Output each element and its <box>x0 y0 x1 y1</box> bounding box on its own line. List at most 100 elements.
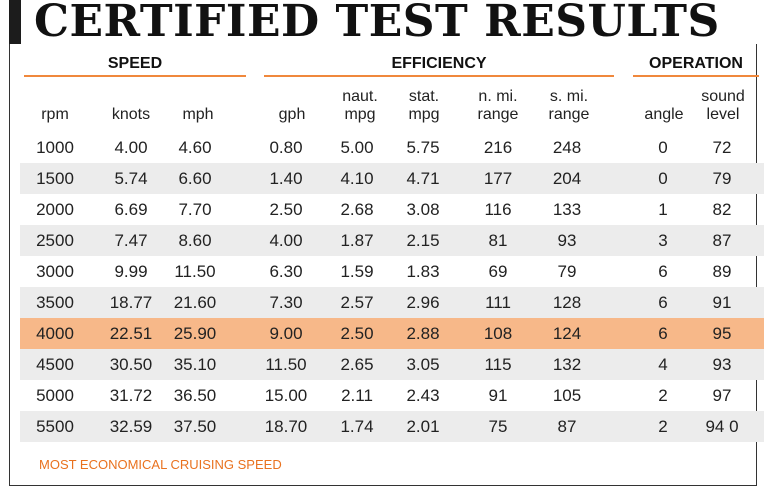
cell-knots: 18.77 <box>109 293 153 312</box>
cell-angle: 4 <box>658 355 668 374</box>
cell-stat-mpg: 3.05 <box>406 355 440 374</box>
cell-gph: 0.80 <box>269 138 303 157</box>
cell-knots: 7.47 <box>114 231 148 250</box>
cell-smi-range: 248 <box>552 138 582 157</box>
cell-knots: 5.74 <box>114 169 148 188</box>
table-row: 1000 4.00 4.60 0.80 5.00 5.75 216 248 0 72 <box>20 132 764 163</box>
cell-gph: 15.00 <box>264 386 308 405</box>
table-row-highlighted: 4000 22.51 25.90 9.00 2.50 2.88 108 124 6 95 <box>20 318 764 349</box>
cell-nmi-range: 69 <box>488 262 508 281</box>
group-operation-underline <box>633 75 759 77</box>
cell-mph: 36.50 <box>173 386 217 405</box>
cell-naut-mpg: 5.00 <box>340 138 374 157</box>
cell-mph: 4.60 <box>178 138 212 157</box>
cell-mph: 6.60 <box>178 169 212 188</box>
cell-naut-mpg: 4.10 <box>340 169 374 188</box>
cell-mph: 7.70 <box>178 200 212 219</box>
col-header-sound-level: sound level <box>701 88 745 123</box>
cell-smi-range: 105 <box>552 386 582 405</box>
col-header-naut-mpg: naut. mpg <box>342 88 378 123</box>
cell-gph: 6.30 <box>269 262 303 281</box>
cell-stat-mpg: 3.08 <box>406 200 440 219</box>
cell-naut-mpg: 2.57 <box>340 293 374 312</box>
cell-knots: 31.72 <box>109 386 153 405</box>
cell-knots: 22.51 <box>109 324 153 343</box>
cell-nmi-range: 81 <box>488 231 508 250</box>
cell-gph: 1.40 <box>269 169 303 188</box>
group-efficiency-underline <box>264 75 614 77</box>
col-header-nmi-range: n. mi. range <box>477 88 519 123</box>
cell-mph: 25.90 <box>173 324 217 343</box>
cell-knots: 9.99 <box>114 262 148 281</box>
cell-sound-level: 87 <box>712 231 732 250</box>
cell-sound-level: 93 <box>712 355 732 374</box>
cell-smi-range: 93 <box>557 231 577 250</box>
cell-angle: 0 <box>658 169 668 188</box>
cell-angle: 1 <box>658 200 668 219</box>
cell-stat-mpg: 2.88 <box>406 324 440 343</box>
cell-gph: 4.00 <box>269 231 303 250</box>
cell-naut-mpg: 1.74 <box>340 417 374 436</box>
table-row: 5000 31.72 36.50 15.00 2.11 2.43 91 105 2 97 <box>20 380 764 411</box>
cell-nmi-range: 91 <box>488 386 508 405</box>
table-row: 4500 30.50 35.10 11.50 2.65 3.05 115 132 4 93 <box>20 349 764 380</box>
cell-mph: 35.10 <box>173 355 217 374</box>
cell-mph: 8.60 <box>178 231 212 250</box>
group-speed-underline <box>24 75 246 77</box>
cell-stat-mpg: 2.96 <box>406 293 440 312</box>
cell-sound-level: 79 <box>712 169 732 188</box>
cell-stat-mpg: 1.83 <box>406 262 440 281</box>
col-header-rpm: rpm <box>41 106 69 123</box>
cell-naut-mpg: 2.11 <box>341 386 373 405</box>
cell-naut-mpg: 2.68 <box>340 200 374 219</box>
table-row: 3500 18.77 21.60 7.30 2.57 2.96 111 128 6 91 <box>20 287 764 318</box>
cell-rpm: 4500 <box>36 355 74 374</box>
col-header-knots: knots <box>111 106 151 123</box>
cell-angle: 6 <box>658 293 668 312</box>
cell-angle: 0 <box>658 138 668 157</box>
cell-sound-level: 97 <box>712 386 732 405</box>
cell-angle: 3 <box>658 231 668 250</box>
cell-naut-mpg: 1.59 <box>340 262 374 281</box>
cell-rpm: 4000 <box>36 324 74 343</box>
cell-knots: 30.50 <box>109 355 153 374</box>
cell-gph: 2.50 <box>269 200 303 219</box>
col-header-mph: mph <box>182 106 214 123</box>
cell-gph: 18.70 <box>264 417 308 436</box>
cell-smi-range: 128 <box>552 293 582 312</box>
cell-sound-level: 72 <box>712 138 732 157</box>
table-row: 1500 5.74 6.60 1.40 4.10 4.71 177 204 0 79 <box>20 163 764 194</box>
cell-sound-level: 89 <box>712 262 732 281</box>
cell-stat-mpg: 2.43 <box>406 386 440 405</box>
cell-smi-range: 124 <box>552 324 582 343</box>
cell-rpm: 3000 <box>36 262 74 281</box>
cell-nmi-range: 108 <box>483 324 513 343</box>
cell-angle: 2 <box>658 417 668 436</box>
cell-smi-range: 79 <box>557 262 577 281</box>
cell-rpm: 2500 <box>36 231 74 250</box>
group-efficiency-label: EFFICIENCY <box>391 55 487 72</box>
cell-rpm: 5500 <box>36 417 74 436</box>
col-header-gph: gph <box>278 106 306 123</box>
cell-nmi-range: 115 <box>484 355 512 374</box>
group-speed-label: SPEED <box>107 55 163 72</box>
cell-rpm: 3500 <box>36 293 74 312</box>
cell-stat-mpg: 2.01 <box>406 417 440 436</box>
cell-gph: 9.00 <box>269 324 303 343</box>
col-header-stat-mpg: stat. mpg <box>408 88 440 123</box>
cell-angle: 6 <box>658 324 668 343</box>
cell-naut-mpg: 2.65 <box>340 355 374 374</box>
cell-knots: 32.59 <box>109 417 153 436</box>
cell-nmi-range: 116 <box>484 200 512 219</box>
cell-sound-level: 95 <box>712 324 732 343</box>
group-operation-label: OPERATION <box>649 55 743 72</box>
cell-sound-level: 91 <box>712 293 732 312</box>
cell-rpm: 5000 <box>36 386 74 405</box>
cell-stat-mpg: 5.75 <box>406 138 440 157</box>
cell-sound-level: 94 0 <box>705 417 739 436</box>
cell-stat-mpg: 2.15 <box>406 231 440 250</box>
cell-angle: 2 <box>658 386 668 405</box>
cell-smi-range: 204 <box>552 169 582 188</box>
table-row: 3000 9.99 11.50 6.30 1.59 1.83 69 79 6 89 <box>20 256 764 287</box>
cell-knots: 4.00 <box>114 138 148 157</box>
